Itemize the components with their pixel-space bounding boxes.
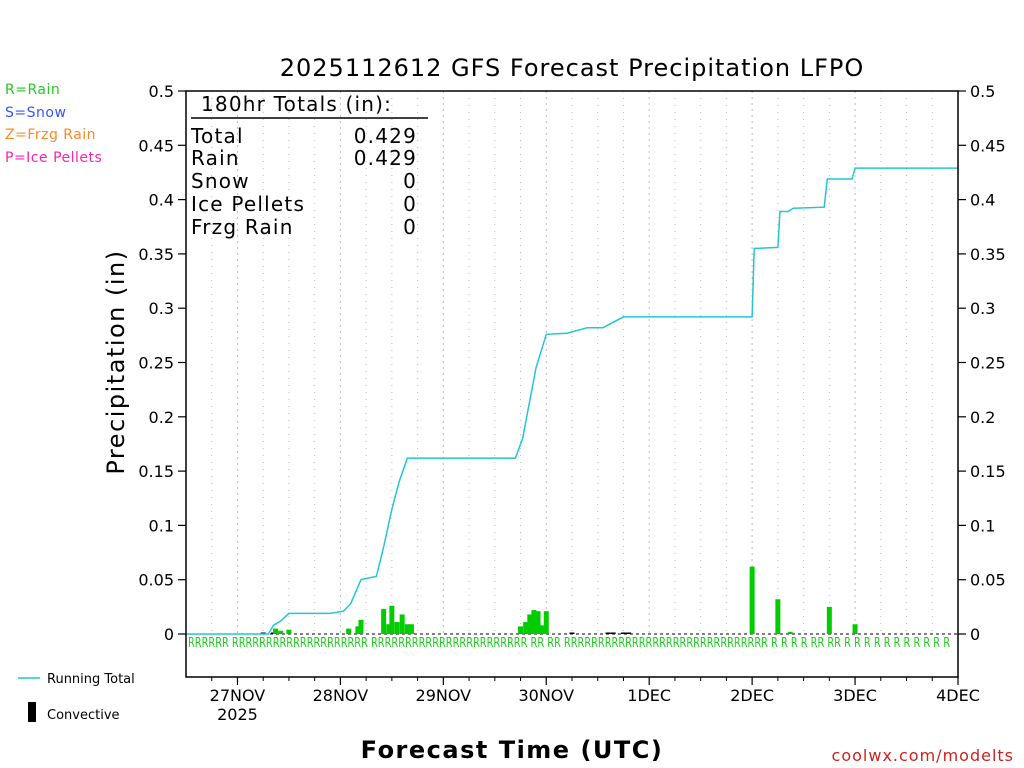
y-tick-label-left: 0.45 — [138, 136, 174, 155]
totals-header: 180hr Totals (in): — [201, 92, 392, 116]
rain-bar — [346, 628, 352, 634]
rain-bar — [404, 624, 410, 634]
y-tick-label-right: 0.2 — [970, 408, 995, 427]
rain-bar — [358, 619, 364, 634]
totals-value-ice-pellets: 0 — [403, 192, 417, 216]
y-tick-label-left: 0.15 — [138, 462, 174, 481]
y-tick-label-right: 0.25 — [970, 354, 1006, 373]
y-tick-label-right: 0.3 — [970, 299, 995, 318]
rain-bar — [523, 622, 529, 634]
rain-bar — [273, 628, 279, 634]
convective-bar — [626, 632, 632, 634]
rain-bar — [518, 626, 524, 634]
x-tick-label: 30NOV — [518, 686, 574, 705]
rain-bar — [535, 611, 541, 634]
x-tick-label: 28NOV — [313, 686, 369, 705]
rain-bar — [408, 624, 414, 634]
y-tick-label-right: 0.5 — [970, 82, 995, 101]
rain-bar — [543, 611, 549, 634]
y-tick-label-left: 0.4 — [149, 191, 174, 210]
x-tick-label: 4DEC — [936, 686, 980, 705]
rain-bar — [852, 624, 858, 634]
totals-value-snow: 0 — [403, 169, 417, 193]
totals-label-snow: Snow — [191, 169, 250, 193]
rain-bar — [394, 622, 400, 634]
legend-snow: S=Snow — [5, 105, 67, 121]
totals-box: 180hr Totals (in): Total 0.429 Rain 0.42… — [190, 92, 428, 239]
totals-label-ice-pellets: Ice Pellets — [191, 192, 305, 216]
y-tick-label-left: 0.35 — [138, 245, 174, 264]
y-tick-label-left: 0.25 — [138, 354, 174, 373]
totals-label-frzg-rain: Frzg Rain — [191, 215, 294, 239]
legend-ice-pellets: P=Ice Pellets — [5, 150, 103, 166]
totals-value-rain: 0.429 — [354, 146, 417, 170]
y-tick-label-left: 0.1 — [149, 516, 174, 535]
x-tick-label: 27NOV — [210, 686, 266, 705]
y-axis-label: Precipitation (in) — [102, 249, 130, 474]
rain-bar — [381, 609, 387, 634]
convective-legend-swatch — [28, 702, 36, 722]
rain-bar — [286, 629, 292, 634]
convective-bar — [610, 632, 616, 634]
rain-bar — [355, 626, 361, 634]
rain-bar — [787, 631, 793, 634]
y-tick-label-left: 0.2 — [149, 408, 174, 427]
y-tick-label-left: 0.3 — [149, 299, 174, 318]
rain-bar — [389, 605, 395, 634]
x-tick-label: 29NOV — [416, 686, 472, 705]
chart-title: 2025112612 GFS Forecast Precipitation LF… — [280, 54, 865, 82]
x-tick-label: 3DEC — [833, 686, 877, 705]
legend-frzg-rain: Z=Frzg Rain — [5, 127, 97, 143]
ptype-markers: RRRRRR RRRRRRRRRRRRRRRRRRRR RRRRRRRRRRRR… — [188, 636, 950, 651]
rain-bar — [278, 630, 284, 634]
y-tick-label-right: 0.1 — [970, 516, 995, 535]
totals-label-total: Total — [190, 124, 244, 148]
site-credit: coolwx.com/modelts — [832, 746, 1014, 765]
rain-bar — [531, 610, 537, 634]
y-tick-label-left: 0.05 — [138, 571, 174, 590]
rain-bar — [386, 624, 392, 634]
y-tick-label-right: 0 — [970, 625, 980, 644]
rain-bar — [539, 625, 545, 634]
x-tick-label: 1DEC — [627, 686, 671, 705]
legend-rain: R=Rain — [5, 82, 61, 98]
running-total-line — [186, 167, 958, 635]
y-tick-label-right: 0.35 — [970, 245, 1006, 264]
rain-bar — [527, 614, 533, 634]
totals-value-frzg-rain: 0 — [403, 215, 417, 239]
y-tick-label-left: 0 — [164, 625, 174, 644]
y-tick-label-left: 0.5 — [149, 82, 174, 101]
rain-bar — [775, 599, 781, 634]
running-total-legend-label: Running Total — [47, 672, 135, 687]
y-tick-label-right: 0.15 — [970, 462, 1006, 481]
convective-bar — [620, 632, 626, 634]
x-axis-label: Forecast Time (UTC) — [361, 736, 664, 764]
x-tick-sublabel: 2025 — [217, 705, 258, 724]
convective-legend-label: Convective — [47, 708, 120, 723]
convective-bar — [605, 632, 611, 634]
totals-value-total: 0.429 — [354, 124, 417, 148]
convective-bar — [569, 632, 575, 634]
x-tick-label: 2DEC — [730, 686, 774, 705]
rain-bar — [826, 606, 832, 634]
y-tick-label-right: 0.4 — [970, 191, 995, 210]
y-tick-label-right: 0.45 — [970, 136, 1006, 155]
y-tick-label-right: 0.05 — [970, 571, 1006, 590]
rain-bar — [399, 614, 405, 634]
rain-bar — [749, 566, 755, 634]
totals-label-rain: Rain — [191, 146, 240, 170]
